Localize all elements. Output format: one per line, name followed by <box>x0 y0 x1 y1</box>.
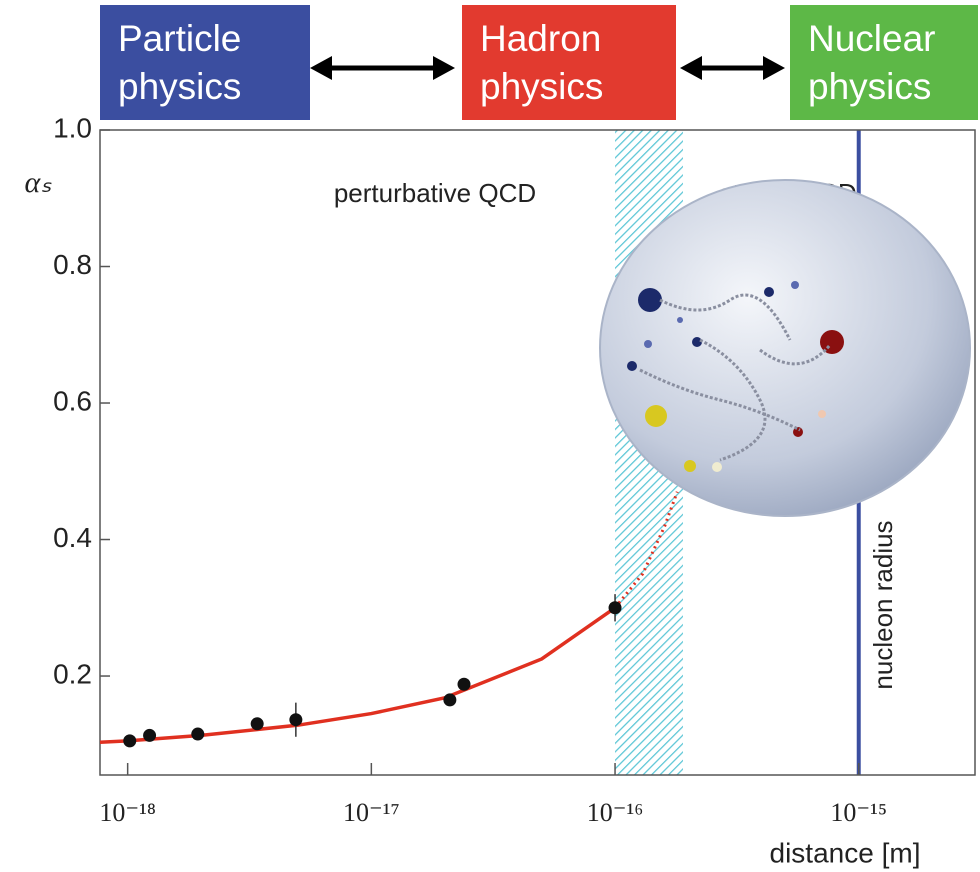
header-box: Particle physics <box>100 5 310 120</box>
data-point <box>457 677 471 691</box>
x-tick-label: 10⁻¹⁸ <box>99 798 156 827</box>
particle <box>820 330 844 354</box>
header-box: Nuclear physics <box>790 5 978 120</box>
particle <box>684 460 696 472</box>
x-tick-label: 10⁻¹⁷ <box>343 798 400 827</box>
y-tick-label: 0.2 <box>53 658 92 689</box>
particle <box>712 462 722 472</box>
y-tick-label: 0.6 <box>53 385 92 416</box>
gluon <box>639 293 832 462</box>
sphere <box>599 179 971 517</box>
particle <box>791 281 799 289</box>
x-axis-label: distance [m] <box>770 837 921 868</box>
particle <box>638 288 662 312</box>
x-tick-label: 10⁻¹⁵ <box>830 798 887 827</box>
y-axis-label: αₛ <box>25 166 53 199</box>
data-point <box>443 693 457 707</box>
arrows <box>310 56 785 80</box>
y-tick-label: 0.8 <box>53 249 92 280</box>
data-point <box>191 727 205 741</box>
data-point <box>123 734 137 748</box>
header-box: Hadron physics <box>462 5 676 120</box>
annotation: nucleon radius <box>868 520 898 689</box>
curve <box>613 491 679 609</box>
y-tick-label: 0.4 <box>53 522 92 553</box>
particle <box>644 340 652 348</box>
particle <box>627 361 637 371</box>
particle <box>793 427 803 437</box>
particle <box>764 287 774 297</box>
plot-frame <box>99 129 976 776</box>
data-point <box>289 713 303 727</box>
particle <box>645 405 667 427</box>
x-tick-label: 10⁻¹⁶ <box>587 798 644 827</box>
curve <box>99 606 617 744</box>
data-point <box>608 601 622 615</box>
nucleon-illustration <box>599 179 971 517</box>
data-point <box>143 728 157 742</box>
particle <box>677 317 683 323</box>
particle <box>818 410 826 418</box>
y-tick-label: 1.0 <box>53 112 92 143</box>
annotation: perturbative QCD <box>334 178 536 208</box>
particle <box>692 337 702 347</box>
data-point <box>250 717 264 731</box>
